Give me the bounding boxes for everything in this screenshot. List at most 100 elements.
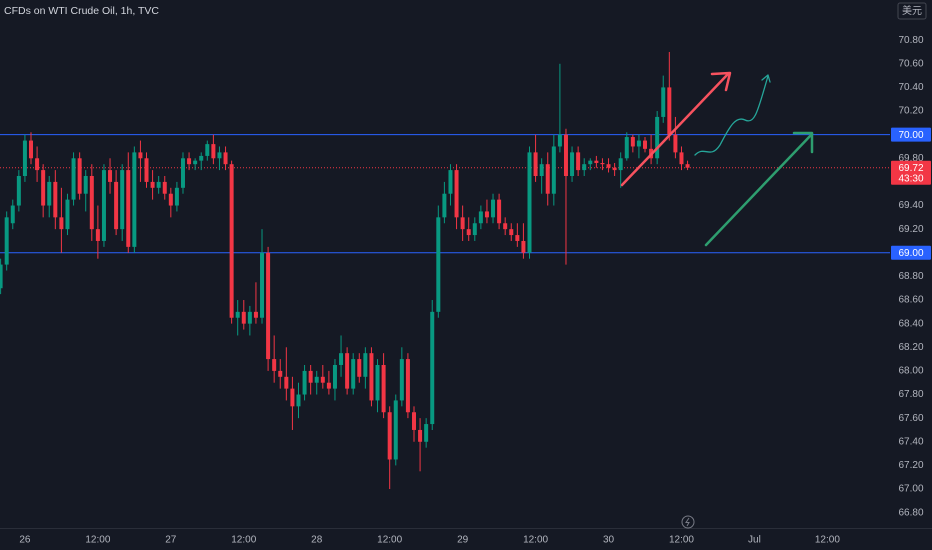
x-tick-label: 12:00 [669,535,694,546]
candle-body [278,370,283,377]
last-price-box [891,160,931,185]
green-arrow-head [792,131,814,154]
candle-body [643,140,648,149]
candle-body [71,158,76,200]
y-tick-label: 69.40 [898,200,923,211]
candle-body [630,137,635,147]
candle-body [351,359,356,389]
candle-body [557,134,562,147]
candle-body [539,164,544,176]
price-label-box [891,127,931,142]
y-tick-label: 68.40 [898,318,923,329]
candle-body [138,152,143,159]
candle-body [521,240,526,253]
candle-body [308,370,313,383]
x-tick-label: 28 [311,535,323,546]
candle-body [600,163,605,165]
candle-body [515,235,520,241]
candle-body [491,199,496,218]
x-tick-label: 30 [603,535,615,546]
chart-title: CFDs on WTI Crude Oil, 1h, TVC [4,5,159,17]
candle-body [253,311,258,318]
candle-body [260,252,265,318]
x-tick-label: 27 [165,535,177,546]
candle-body [168,193,173,206]
candle-body [302,370,307,395]
candle-body [272,359,277,371]
y-tick-label: 67.60 [898,413,923,424]
candle-body [673,134,678,153]
green-wave-head [761,74,771,83]
price-label-box [891,245,931,260]
candle-body [612,167,617,171]
candle-body [357,359,362,377]
currency-box[interactable] [897,2,927,20]
candle-body [290,388,295,407]
y-tick-label: 67.40 [898,436,923,447]
event-icon[interactable] [681,515,695,529]
candle-body [162,181,167,194]
candle-body [89,176,94,230]
green-arrow [704,132,814,247]
candle-body [22,140,27,176]
x-tick-label: 12:00 [815,535,840,546]
candle-body [235,311,240,318]
candle-body [399,359,404,401]
candle-body [4,217,9,265]
candle-body [247,311,252,324]
x-tick-label: 12:00 [523,535,548,546]
x-tick-label: 12:00 [377,535,402,546]
candle-body [576,152,581,171]
y-tick-label: 67.80 [898,389,923,400]
candle-body [332,364,337,389]
y-tick-label: 70.80 [898,35,923,46]
candle-body [624,137,629,159]
y-tick-label: 68.60 [898,295,923,306]
candle-body [156,181,161,188]
price-axis [890,0,932,550]
candle-body [174,187,179,206]
candle-body [95,229,100,241]
candle-body [418,429,423,442]
x-tick-label: 12:00 [231,535,256,546]
candle-body [320,376,325,383]
candle-body [436,217,441,312]
candle-body [314,376,319,383]
candle-body [369,353,374,401]
y-tick-label: 67.00 [898,484,923,495]
candle-body [588,160,593,165]
currency: 美元 [902,4,922,17]
candle-body [503,223,508,230]
candle-body [284,376,289,389]
candle-body [655,116,660,159]
countdown-label: 43:30 [898,173,923,184]
candle-body [108,170,113,182]
candle-body [636,140,641,147]
candle-body [241,311,246,324]
event-circle [681,515,695,529]
candle-body [205,144,210,156]
candle-body [570,152,575,176]
candle-body [132,152,137,247]
candle-body [59,217,64,230]
candle-body [16,176,21,206]
price-label: 69.00 [898,248,923,259]
candle-body [387,412,392,460]
candle-body [83,176,88,194]
candle-body [0,264,3,289]
y-tick-label: 68.80 [898,271,923,282]
y-tick-label: 69.20 [898,224,923,235]
candle-body [527,152,532,253]
red-arrow [620,72,730,187]
candle-body [187,158,192,165]
candle-body [77,158,82,194]
candle-body [472,223,477,236]
candle-body [509,229,514,236]
candle-body [217,152,222,159]
candle-body [533,152,538,176]
candle-body [393,400,398,460]
candle-body [411,412,416,430]
candle-body [381,364,386,413]
candle-body [150,181,155,188]
